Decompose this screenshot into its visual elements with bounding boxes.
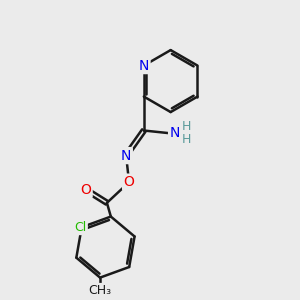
Text: O: O <box>124 175 134 189</box>
Text: N: N <box>121 148 131 163</box>
Text: Cl: Cl <box>74 221 86 234</box>
Text: H: H <box>182 121 191 134</box>
Text: CH₃: CH₃ <box>88 284 112 297</box>
Text: O: O <box>80 182 91 197</box>
Text: N: N <box>139 58 149 73</box>
Text: H: H <box>182 134 191 146</box>
Text: N: N <box>169 127 180 140</box>
